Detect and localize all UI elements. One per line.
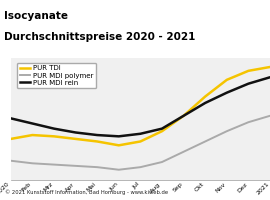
Legend: PUR TDI, PUR MDI polymer, PUR MDI rein: PUR TDI, PUR MDI polymer, PUR MDI rein <box>17 63 96 88</box>
Text: Isocyanate: Isocyanate <box>4 11 68 21</box>
Text: © 2021 Kunststoff Information, Bad Homburg - www.kiweb.de: © 2021 Kunststoff Information, Bad Hombu… <box>5 189 168 195</box>
Text: Durchschnittspreise 2020 - 2021: Durchschnittspreise 2020 - 2021 <box>4 32 195 42</box>
